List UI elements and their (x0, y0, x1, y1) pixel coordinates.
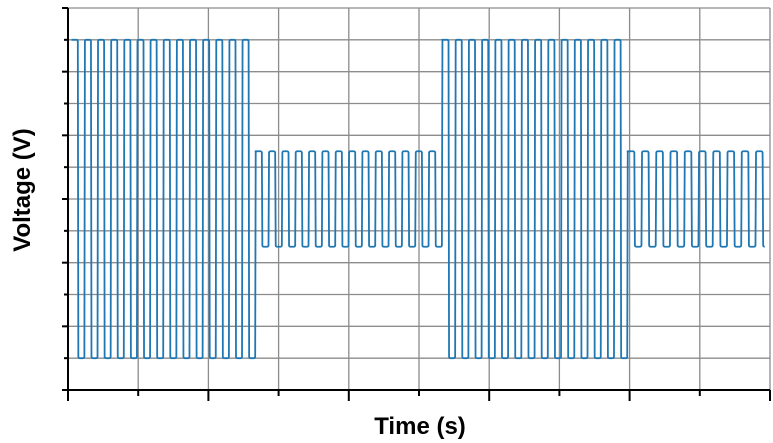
series-line-0 (71, 38, 765, 360)
x-axis-title: Time (s) (374, 413, 466, 440)
series-layer (71, 38, 765, 360)
axes (62, 7, 771, 401)
y-axis-title: Voltage (V) (9, 128, 36, 252)
grid (68, 7, 771, 390)
